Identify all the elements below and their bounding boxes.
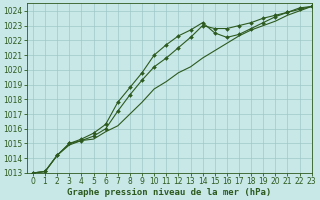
X-axis label: Graphe pression niveau de la mer (hPa): Graphe pression niveau de la mer (hPa): [67, 188, 271, 197]
